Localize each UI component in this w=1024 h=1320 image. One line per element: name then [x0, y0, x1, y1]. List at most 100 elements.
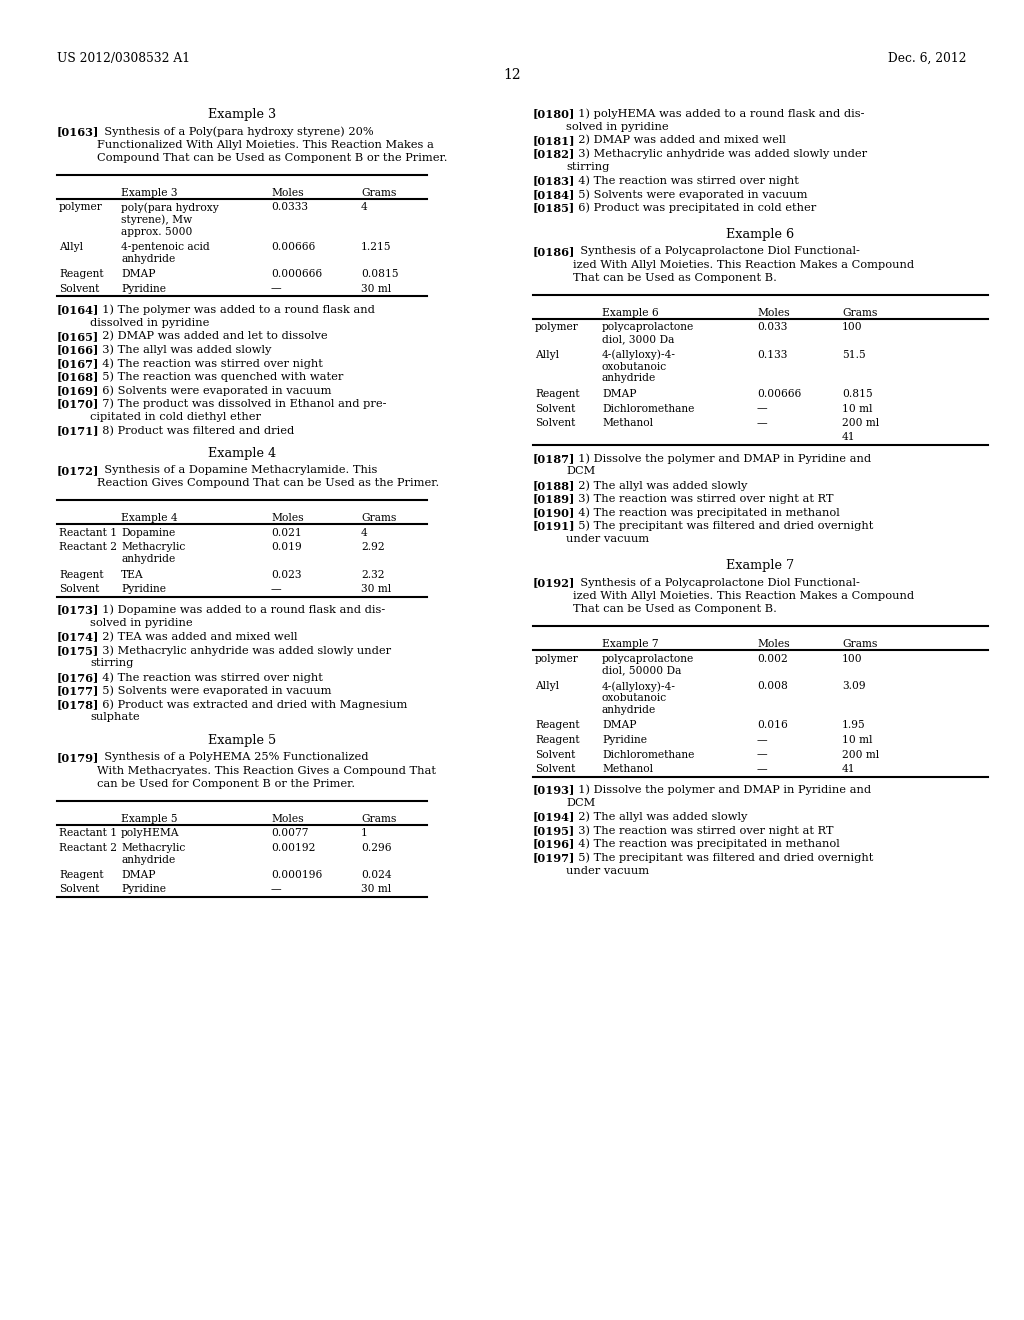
Text: 2) The allyl was added slowly: 2) The allyl was added slowly [571, 480, 748, 491]
Text: 200 ml: 200 ml [842, 418, 880, 428]
Text: [0189]: [0189] [534, 494, 575, 504]
Text: 41: 41 [842, 764, 856, 774]
Text: 0.008: 0.008 [757, 681, 787, 690]
Text: 12: 12 [503, 69, 521, 82]
Text: That can be Used as Component B.: That can be Used as Component B. [573, 273, 777, 282]
Text: dissolved in pyridine: dissolved in pyridine [90, 318, 209, 327]
Text: —: — [757, 404, 768, 413]
Text: DMAP: DMAP [602, 721, 637, 730]
Text: 100: 100 [842, 653, 862, 664]
Text: [0187]: [0187] [534, 453, 575, 465]
Text: DCM: DCM [566, 466, 595, 477]
Text: Synthesis of a Dopamine Methacrylamide. This: Synthesis of a Dopamine Methacrylamide. … [97, 465, 378, 475]
Text: [0193]: [0193] [534, 784, 575, 796]
Text: 6) Product was precipitated in cold ether: 6) Product was precipitated in cold ethe… [571, 202, 816, 213]
Text: 3) The reaction was stirred over night at RT: 3) The reaction was stirred over night a… [571, 494, 834, 504]
Text: 5) Solvents were evaporated in vacuum: 5) Solvents were evaporated in vacuum [571, 189, 808, 199]
Text: 2) The allyl was added slowly: 2) The allyl was added slowly [571, 812, 748, 822]
Text: Reactant 2: Reactant 2 [59, 843, 117, 853]
Text: Functionalized With Allyl Moieties. This Reaction Makes a: Functionalized With Allyl Moieties. This… [97, 140, 434, 149]
Text: Moles: Moles [271, 187, 304, 198]
Text: Solvent: Solvent [535, 418, 575, 428]
Text: 6) Product was extracted and dried with Magnesium: 6) Product was extracted and dried with … [95, 700, 408, 710]
Text: 0.016: 0.016 [757, 721, 787, 730]
Text: Example 4: Example 4 [208, 447, 276, 459]
Text: Dec. 6, 2012: Dec. 6, 2012 [889, 51, 967, 65]
Text: 4) The reaction was stirred over night: 4) The reaction was stirred over night [95, 358, 323, 368]
Text: 3) Methacrylic anhydride was added slowly under: 3) Methacrylic anhydride was added slowl… [571, 149, 867, 160]
Text: 0.002: 0.002 [757, 653, 787, 664]
Text: [0191]: [0191] [534, 520, 575, 532]
Text: 1: 1 [361, 829, 368, 838]
Text: [0170]: [0170] [57, 399, 99, 409]
Text: solved in pyridine: solved in pyridine [566, 121, 669, 132]
Text: 8) Product was filtered and dried: 8) Product was filtered and dried [95, 425, 294, 436]
Text: Example 6: Example 6 [602, 308, 658, 318]
Text: 0.000196: 0.000196 [271, 870, 323, 880]
Text: ized With Allyl Moieties. This Reaction Makes a Compound: ized With Allyl Moieties. This Reaction … [573, 260, 914, 269]
Text: [0178]: [0178] [57, 700, 99, 710]
Text: 0.00192: 0.00192 [271, 843, 315, 853]
Text: Methacrylic
anhydride: Methacrylic anhydride [121, 843, 185, 865]
Text: Reactant 1: Reactant 1 [59, 528, 117, 539]
Text: Example 6: Example 6 [726, 228, 795, 242]
Text: 4: 4 [361, 528, 368, 539]
Text: [0173]: [0173] [57, 605, 99, 615]
Text: Moles: Moles [271, 813, 304, 824]
Text: Solvent: Solvent [535, 764, 575, 774]
Text: 10 ml: 10 ml [842, 404, 872, 413]
Text: Allyl: Allyl [535, 350, 559, 359]
Text: [0163]: [0163] [57, 125, 99, 137]
Text: 4-(allyloxy)-4-
oxobutanoic
anhydride: 4-(allyloxy)-4- oxobutanoic anhydride [602, 350, 676, 383]
Text: 0.019: 0.019 [271, 543, 302, 553]
Text: 0.815: 0.815 [842, 389, 872, 399]
Text: 2.32: 2.32 [361, 569, 384, 579]
Text: 1) Dissolve the polymer and DMAP in Pyridine and: 1) Dissolve the polymer and DMAP in Pyri… [571, 784, 871, 795]
Text: Reagent: Reagent [59, 269, 103, 279]
Text: 5) The precipitant was filtered and dried overnight: 5) The precipitant was filtered and drie… [571, 851, 873, 862]
Text: 2) DMAP was added and let to dissolve: 2) DMAP was added and let to dissolve [95, 331, 328, 342]
Text: stirring: stirring [90, 659, 133, 668]
Text: Grams: Grams [361, 513, 396, 523]
Text: under vacuum: under vacuum [566, 866, 649, 875]
Text: Synthesis of a Polycaprolactone Diol Functional-: Synthesis of a Polycaprolactone Diol Fun… [573, 578, 860, 587]
Text: 4-pentenoic acid
anhydride: 4-pentenoic acid anhydride [121, 242, 210, 264]
Text: Pyridine: Pyridine [602, 735, 647, 744]
Text: —: — [757, 764, 768, 774]
Text: [0166]: [0166] [57, 345, 99, 355]
Text: Pyridine: Pyridine [121, 583, 166, 594]
Text: 7) The product was dissolved in Ethanol and pre-: 7) The product was dissolved in Ethanol … [95, 399, 386, 409]
Text: Pyridine: Pyridine [121, 284, 166, 293]
Text: solved in pyridine: solved in pyridine [90, 618, 193, 628]
Text: 4-(allyloxy)-4-
oxobutanoic
anhydride: 4-(allyloxy)-4- oxobutanoic anhydride [602, 681, 676, 714]
Text: Solvent: Solvent [59, 583, 99, 594]
Text: [0164]: [0164] [57, 304, 99, 315]
Text: 3) Methacrylic anhydride was added slowly under: 3) Methacrylic anhydride was added slowl… [95, 645, 391, 656]
Text: 1) Dissolve the polymer and DMAP in Pyridine and: 1) Dissolve the polymer and DMAP in Pyri… [571, 453, 871, 463]
Text: [0169]: [0169] [57, 385, 99, 396]
Text: 0.0333: 0.0333 [271, 202, 308, 213]
Text: Moles: Moles [271, 513, 304, 523]
Text: [0195]: [0195] [534, 825, 575, 836]
Text: 41: 41 [842, 433, 856, 442]
Text: polycaprolactone
diol, 50000 Da: polycaprolactone diol, 50000 Da [602, 653, 694, 676]
Text: Methacrylic
anhydride: Methacrylic anhydride [121, 543, 185, 564]
Text: Solvent: Solvent [535, 750, 575, 759]
Text: 0.0815: 0.0815 [361, 269, 398, 279]
Text: poly(para hydroxy
styrene), Mw
approx. 5000: poly(para hydroxy styrene), Mw approx. 5… [121, 202, 219, 236]
Text: [0194]: [0194] [534, 812, 575, 822]
Text: [0177]: [0177] [57, 685, 99, 697]
Text: [0185]: [0185] [534, 202, 575, 214]
Text: Moles: Moles [757, 308, 790, 318]
Text: polyHEMA: polyHEMA [121, 829, 179, 838]
Text: [0165]: [0165] [57, 331, 99, 342]
Text: 0.00666: 0.00666 [271, 242, 315, 252]
Text: 4) The reaction was precipitated in methanol: 4) The reaction was precipitated in meth… [571, 507, 840, 517]
Text: 100: 100 [842, 322, 862, 333]
Text: under vacuum: under vacuum [566, 535, 649, 544]
Text: polymer: polymer [535, 322, 579, 333]
Text: Allyl: Allyl [535, 681, 559, 690]
Text: Reaction Gives Compound That can be Used as the Primer.: Reaction Gives Compound That can be Used… [97, 479, 439, 488]
Text: can be Used for Component B or the Primer.: can be Used for Component B or the Prime… [97, 779, 355, 789]
Text: Solvent: Solvent [535, 404, 575, 413]
